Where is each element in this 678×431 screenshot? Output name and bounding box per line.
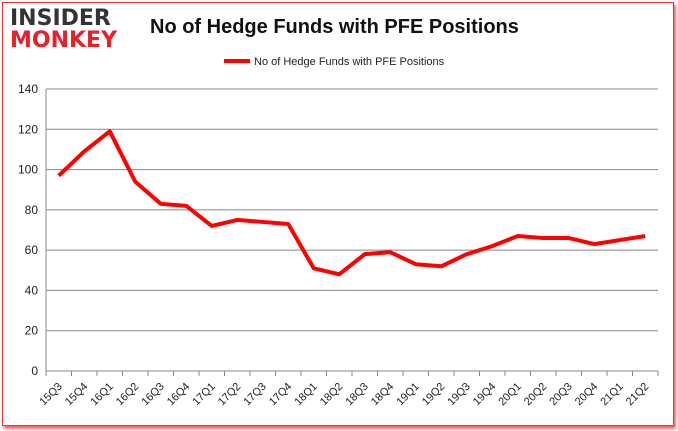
x-tick-label: 17Q4: [267, 381, 295, 409]
x-tick-label: 20Q3: [547, 381, 575, 409]
x-tick-label: 18Q3: [343, 381, 371, 409]
y-tick-label: 60: [25, 243, 39, 257]
x-tick-label: 20Q2: [522, 381, 550, 409]
x-tick-label: 16Q2: [114, 381, 142, 409]
x-tick-label: 17Q3: [241, 381, 269, 409]
chart-frame: [2, 2, 674, 426]
x-tick-label: 15Q3: [37, 381, 65, 409]
y-tick-label: 0: [31, 364, 38, 378]
x-tick-label: 19Q2: [420, 381, 448, 409]
y-tick-label: 140: [18, 82, 38, 96]
y-tick-label: 120: [18, 122, 38, 136]
y-tick-label: 80: [25, 203, 39, 217]
x-tick-label: 16Q3: [139, 381, 167, 409]
x-tick-label: 17Q1: [190, 381, 218, 409]
y-tick-label: 40: [25, 283, 39, 297]
x-tick-label: 16Q1: [88, 381, 116, 409]
x-tick-label: 17Q2: [216, 381, 244, 409]
x-tick-label: 21Q1: [598, 381, 626, 409]
x-tick-label: 19Q4: [471, 381, 499, 409]
chart-title: No of Hedge Funds with PFE Positions: [150, 16, 519, 38]
x-tick-label: 20Q1: [496, 381, 524, 409]
insider-monkey-logo: INSIDER MONKEY: [10, 8, 117, 52]
legend-label: No of Hedge Funds with PFE Positions: [254, 56, 445, 68]
logo-line1: INSIDER: [10, 6, 111, 31]
x-tick-label: 20Q4: [573, 381, 601, 409]
x-tick-label: 19Q1: [394, 381, 422, 409]
x-tick-label: 18Q4: [369, 381, 397, 409]
series-line: [57, 129, 646, 277]
y-tick-label: 20: [25, 324, 39, 338]
x-tick-label: 15Q4: [63, 381, 91, 409]
x-tick-label: 21Q2: [624, 381, 652, 409]
x-tick-label: 18Q1: [292, 381, 320, 409]
y-tick-label: 100: [18, 163, 38, 177]
logo-line2: MONKEY: [10, 28, 118, 53]
x-tick-label: 16Q4: [165, 381, 193, 409]
x-tick-label: 19Q3: [445, 381, 473, 409]
x-tick-label: 18Q2: [318, 381, 346, 409]
